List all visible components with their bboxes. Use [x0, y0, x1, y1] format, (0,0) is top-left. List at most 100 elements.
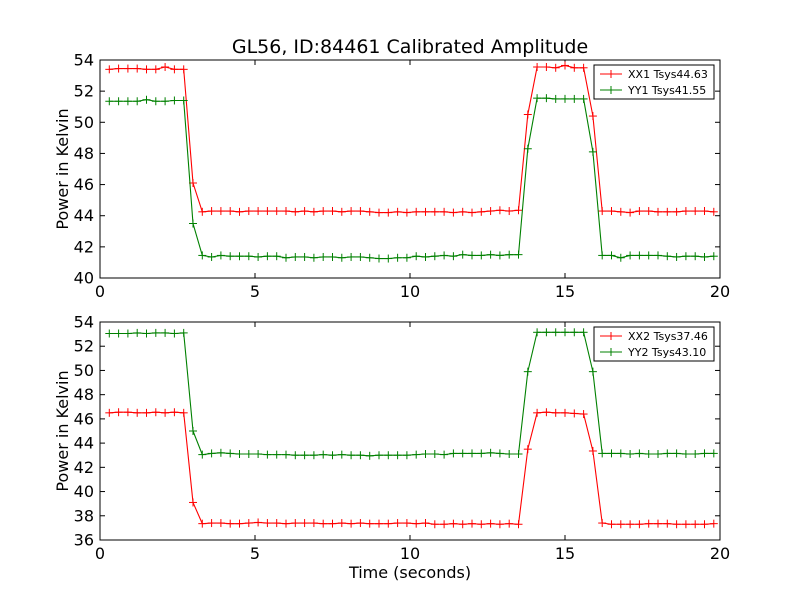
data-point	[598, 207, 607, 216]
data-point	[235, 252, 244, 261]
data-point	[337, 207, 346, 216]
data-point	[133, 64, 142, 73]
y-tick-label: 50	[74, 113, 94, 132]
data-point	[105, 97, 114, 106]
data-point	[133, 408, 142, 417]
data-point	[412, 252, 421, 261]
data-point	[579, 410, 588, 419]
y-tick-label: 40	[74, 269, 94, 288]
data-point	[151, 328, 160, 337]
data-point	[681, 450, 690, 459]
data-point	[635, 207, 644, 216]
data-point	[356, 207, 365, 216]
x-tick-label: 5	[250, 282, 260, 301]
data-point	[272, 450, 281, 459]
data-point	[142, 95, 151, 104]
data-point	[272, 519, 281, 528]
data-point	[468, 208, 476, 217]
data-point	[282, 450, 290, 459]
data-point	[263, 207, 272, 216]
data-point	[365, 207, 374, 216]
data-point	[114, 408, 123, 417]
data-point	[551, 328, 560, 337]
data-point	[514, 206, 523, 215]
data-point	[449, 252, 458, 261]
data-point	[663, 449, 672, 458]
data-point	[207, 519, 216, 528]
data-point	[523, 144, 532, 153]
data-point	[700, 520, 709, 529]
y-tick-label: 54	[74, 51, 94, 70]
data-point	[542, 328, 551, 337]
data-point	[328, 519, 337, 528]
data-point	[551, 94, 560, 103]
legend: XX2 Tsys37.46 YY2 Tsys43.10	[593, 326, 715, 362]
data-point	[430, 450, 439, 459]
data-point	[151, 408, 160, 417]
data-point	[384, 451, 393, 460]
data-point	[170, 408, 179, 417]
data-point	[495, 251, 504, 260]
data-point	[588, 446, 597, 455]
data-point	[598, 251, 607, 260]
x-tick-label: 20	[710, 544, 730, 563]
data-point	[142, 65, 151, 74]
data-point	[347, 451, 356, 460]
data-point	[663, 207, 672, 216]
data-point	[691, 252, 700, 261]
y-tick-label: 38	[74, 506, 94, 525]
y-tick-label: 48	[74, 385, 94, 404]
data-point	[198, 251, 207, 260]
data-point	[235, 207, 244, 216]
data-point	[347, 519, 356, 528]
data-point	[319, 252, 328, 261]
data-point	[142, 408, 151, 417]
series-yy2	[105, 328, 718, 460]
data-point	[635, 520, 644, 529]
y-tick-label: 48	[74, 144, 94, 163]
series-xx2	[105, 408, 718, 529]
data-point	[588, 147, 597, 156]
data-point	[226, 207, 235, 216]
data-point	[458, 250, 467, 259]
data-point	[170, 329, 179, 338]
data-point	[663, 519, 672, 528]
data-point	[616, 520, 625, 529]
y-axis-label: Power in Kelvin	[53, 108, 72, 229]
data-point	[198, 207, 207, 216]
data-point	[272, 252, 281, 261]
data-point	[235, 450, 244, 459]
data-point	[244, 207, 253, 216]
data-point	[189, 427, 197, 435]
data-point	[672, 449, 681, 458]
data-point	[170, 96, 179, 105]
data-point	[523, 445, 532, 454]
y-tick-label: 36	[74, 531, 94, 550]
data-point	[309, 451, 318, 460]
data-point	[337, 450, 346, 459]
data-point	[626, 520, 635, 529]
data-point	[672, 252, 681, 261]
series-xx1	[105, 61, 718, 217]
data-point	[170, 65, 179, 74]
data-point	[337, 519, 346, 528]
data-point	[291, 252, 300, 261]
data-point	[291, 451, 300, 460]
data-point	[319, 450, 328, 459]
data-point	[309, 519, 318, 528]
data-point	[486, 448, 495, 457]
data-point	[523, 367, 532, 376]
y-tick-label: 42	[74, 237, 94, 256]
data-point	[328, 451, 337, 460]
data-point	[114, 97, 123, 106]
x-tick-label: 15	[555, 544, 575, 563]
data-point	[570, 63, 579, 72]
data-point	[319, 207, 328, 216]
data-point	[644, 519, 653, 528]
y-tick-label: 40	[74, 482, 94, 501]
data-point	[291, 519, 300, 528]
data-point	[542, 63, 551, 72]
data-point	[644, 207, 653, 216]
data-point	[551, 63, 560, 72]
